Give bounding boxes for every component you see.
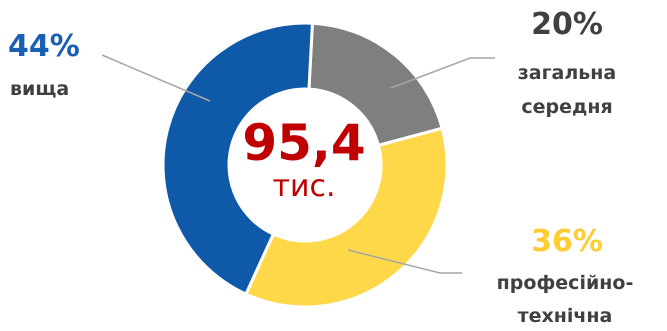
- slice-label-tekhnichna: технічна: [518, 305, 613, 327]
- pct-label-20: 20%: [531, 7, 603, 42]
- leader-line-36: [347, 249, 462, 274]
- donut-slice-44: [161, 21, 315, 297]
- slice-label-serednia: середня: [521, 96, 612, 118]
- donut-slices: [161, 21, 449, 309]
- center-value: 95,4: [242, 114, 365, 172]
- slice-label-vyshcha: вища: [10, 78, 69, 100]
- slice-label-profesiino: професійно-: [497, 272, 634, 294]
- slice-label-zahalna: загальна: [518, 62, 617, 84]
- pct-label-44: 44%: [8, 29, 80, 64]
- center-unit: тис.: [272, 169, 335, 204]
- pct-label-36: 36%: [531, 224, 603, 259]
- leader-line-44: [101, 54, 211, 102]
- leader-line-20: [390, 57, 495, 89]
